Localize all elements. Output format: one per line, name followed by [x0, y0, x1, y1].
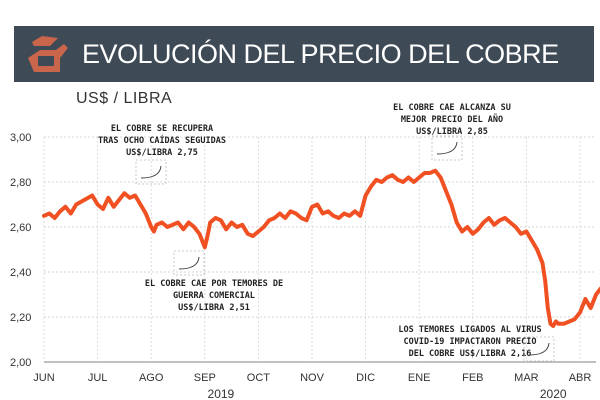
x-tick-label: OCT	[247, 372, 271, 384]
annotation-pointer	[528, 342, 550, 356]
y-tick-label: 2,40	[10, 267, 31, 279]
y-tick-label: 2,80	[10, 177, 31, 189]
annotation-pointer	[436, 141, 458, 155]
unit-label: US$ / LIBRA	[76, 90, 173, 107]
x-tick-label: ENE	[408, 372, 431, 384]
annotation-pointer	[178, 256, 200, 270]
annotation-callout-box	[173, 250, 205, 276]
annotation-text: US$/LIBRA 2,75	[126, 148, 198, 158]
chart-title: EVOLUCIÓN DEL PRECIO DEL COBRE	[82, 39, 559, 69]
annotation-callout-box	[523, 336, 555, 362]
year-label: 2019	[208, 387, 235, 400]
x-tick-label: SEP	[194, 372, 216, 384]
y-tick-label: 2,00	[10, 357, 31, 369]
annotation-text: GUERRA COMERCIAL	[173, 291, 255, 301]
y-tick-label: 2,60	[10, 222, 31, 234]
annotation-pointer	[140, 165, 162, 179]
annotation-callout-box	[135, 159, 167, 185]
x-tick-label: NOV	[300, 372, 325, 384]
annotation-text: US$/LIBRA 2,51	[178, 303, 250, 313]
x-tick-label: AGO	[139, 372, 164, 384]
copper-ingot-hand-icon	[20, 28, 72, 80]
annotation-text: TRAS OCHO CAÍDAS SEGUIDAS	[98, 134, 226, 146]
x-tick-label: DIC	[356, 372, 375, 384]
annotation-text: LOS TEMORES LIGADOS AL VIRUS	[398, 325, 541, 335]
x-tick-label: MAR	[514, 372, 539, 384]
annotation-text: EL COBRE CAE ALCANZA SU	[393, 103, 511, 113]
header-bar: EVOLUCIÓN DEL PRECIO DEL COBRE	[14, 26, 594, 82]
annotation-text: MEJOR PRECIO DEL AÑO	[401, 114, 503, 125]
annotation-text: US$/LIBRA 2,85	[416, 127, 488, 137]
x-tick-label: JUN	[33, 372, 54, 384]
annotation-callout-box	[431, 135, 463, 161]
x-tick-label: JUL	[88, 372, 108, 384]
annotation-text: EL COBRE CAE POR TEMORES DE	[145, 279, 283, 289]
x-tick-label: FEB	[462, 372, 483, 384]
annotation-text: COVID-19 IMPACTARON PRECIO	[403, 337, 536, 347]
year-label: 2020	[540, 387, 567, 400]
y-tick-label: 3,00	[10, 132, 31, 144]
y-tick-label: 2,20	[10, 312, 31, 324]
annotation-text: EL COBRE SE RECUPERA	[111, 124, 213, 134]
annotation-text: DEL COBRE US$/LIBRA 2,16	[409, 349, 532, 359]
price-series-line	[42, 168, 600, 328]
x-tick-label: ABR	[569, 372, 592, 384]
